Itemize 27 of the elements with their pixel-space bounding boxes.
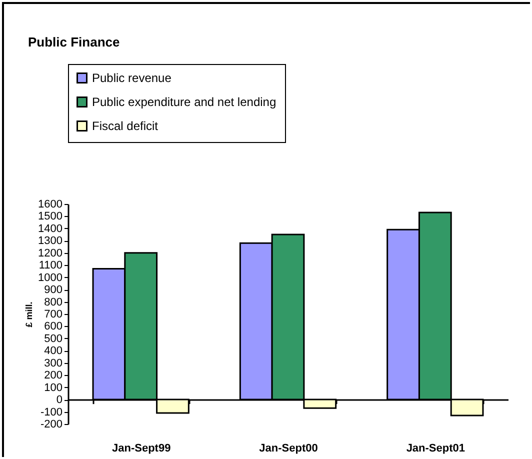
y-tick-label: 700 <box>44 308 62 320</box>
x-tick-label: Jan-Sept00 <box>259 442 318 454</box>
chart-title: Public Finance <box>28 34 120 50</box>
y-axis-title: £ mill. <box>24 302 34 328</box>
legend-label: Public revenue <box>92 71 172 85</box>
y-tick-label: 200 <box>44 370 62 382</box>
y-tick-label: 500 <box>44 332 62 345</box>
y-tick-label: 600 <box>44 320 62 333</box>
y-tick-label: 0 <box>56 394 62 406</box>
y-tick-label: 100 <box>44 382 62 394</box>
y-tick-label: -100 <box>40 406 62 418</box>
y-tick-label: 1000 <box>38 272 62 284</box>
y-tick-label: 900 <box>44 284 62 296</box>
legend-label: Public expenditure and net lending <box>92 95 276 109</box>
x-tick-label: Jan-Sept01 <box>406 442 466 454</box>
y-tick-label: 1100 <box>38 260 62 272</box>
y-tick-label: 1600 <box>38 198 62 210</box>
y-tick-label: 1400 <box>38 222 62 235</box>
legend-label: Fiscal deficit <box>92 119 159 133</box>
y-tick-label: 400 <box>44 345 62 358</box>
y-tick-label: 300 <box>44 357 62 370</box>
y-tick-label: 1500 <box>38 210 62 223</box>
y-tick-label: 1300 <box>38 235 62 248</box>
x-tick-label: Jan-Sept99 <box>112 442 171 454</box>
y-tick-label: 800 <box>44 296 62 308</box>
y-tick-label: -200 <box>40 418 62 430</box>
y-tick-label: 1200 <box>38 247 62 260</box>
